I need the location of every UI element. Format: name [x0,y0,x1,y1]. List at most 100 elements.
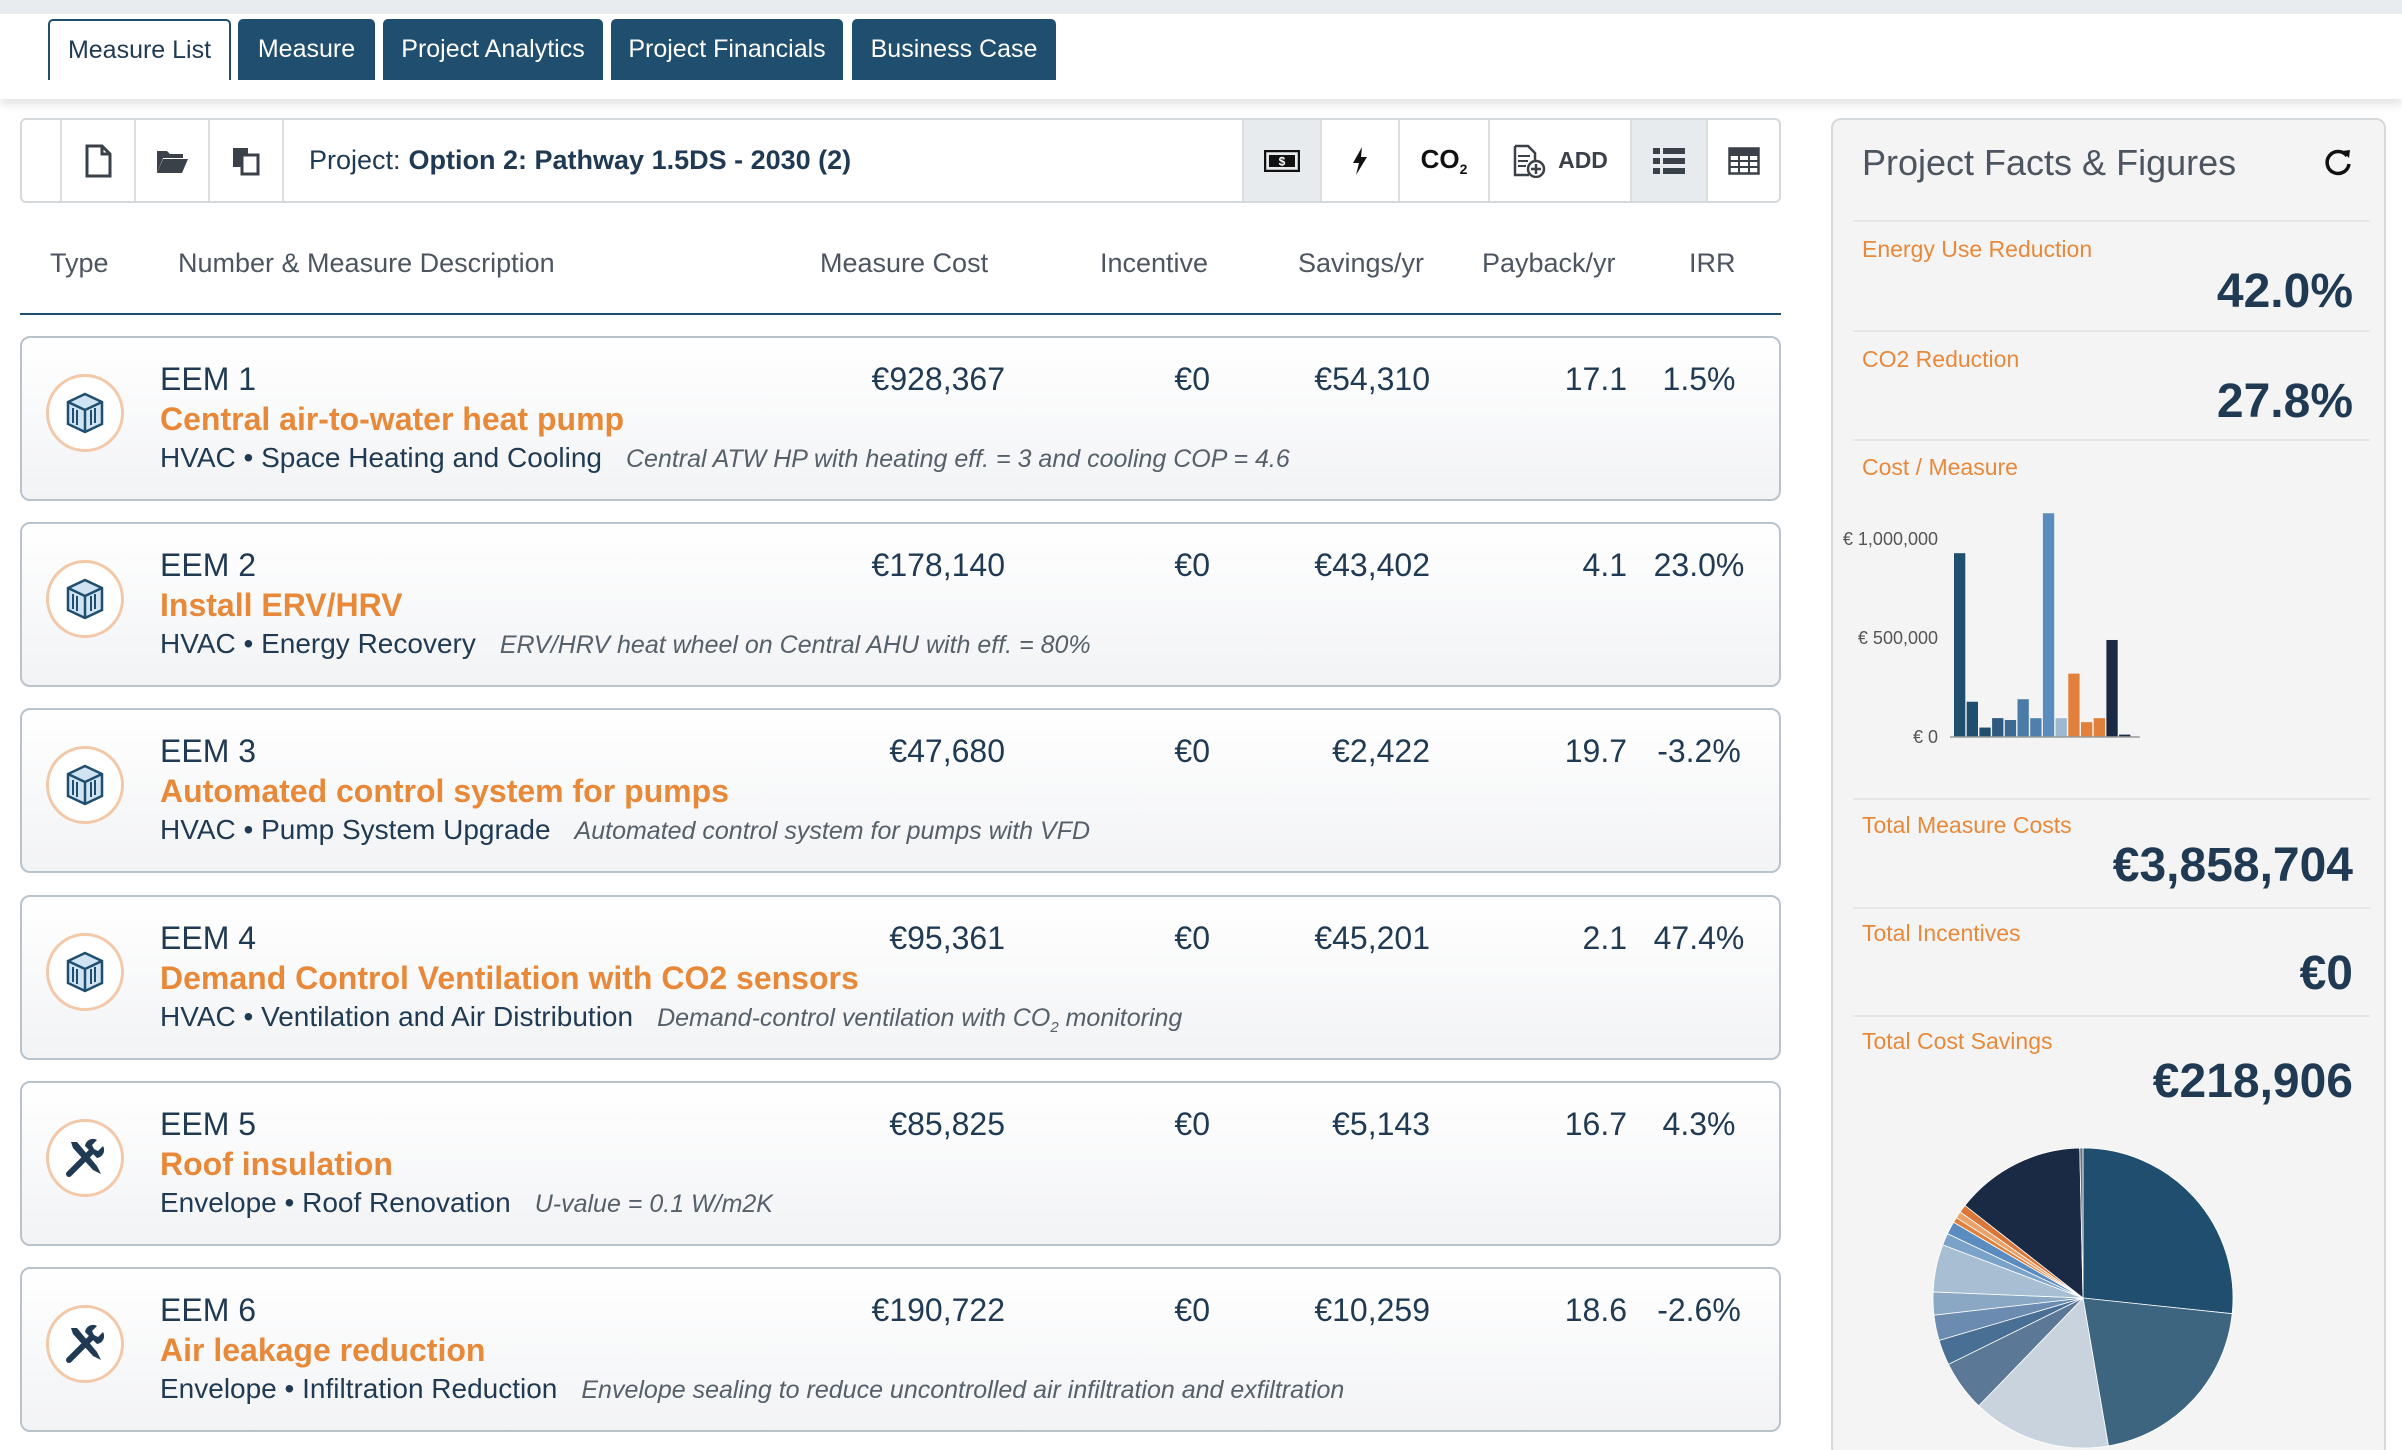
tab-measure[interactable]: Measure [238,19,375,80]
measure-type-badge [46,746,124,824]
cost-share-pie-chart [1932,1147,2234,1449]
lightning-icon [1353,146,1367,175]
copy-icon [233,147,260,175]
copy-button[interactable] [210,120,284,201]
measure-incentive: €0 [1174,1106,1210,1142]
tab-business-case[interactable]: Business Case [852,19,1056,80]
open-folder-button[interactable] [136,120,210,201]
measure-title[interactable]: Central air-to-water heat pump [160,401,625,437]
measure-card-3[interactable]: EEM 3 Automated control system for pumps… [20,708,1781,873]
tools-icon [66,1324,105,1363]
measure-category: HVAC • Space Heating and Cooling Central … [160,442,1290,474]
measure-card-5[interactable]: EEM 5 Roof insulation Envelope • Roof Re… [20,1081,1781,1246]
measure-note: ERV/HRV heat wheel on Central AHU with e… [499,631,1091,659]
total-measure-costs-label: Total Measure Costs [1862,812,2072,838]
pie-slice-15 [2079,1147,2084,1299]
new-file-icon [85,144,112,177]
money-icon: $ [1264,149,1300,172]
bar-8 [2042,513,2055,737]
co2-reduction-value: 27.8% [2216,375,2353,428]
measure-title[interactable]: Roof insulation [160,1146,393,1182]
measure-category-label: Envelope • Infiltration Reduction [160,1373,558,1404]
bar-1 [1954,553,1966,737]
measure-number: EEM 4 [160,920,257,956]
measure-savings: €45,201 [1314,920,1430,956]
co2-view-button[interactable]: CO2 [1398,120,1488,201]
bar-3 [1979,727,1991,737]
measure-card-6[interactable]: EEM 6 Air leakage reduction Envelope • I… [20,1267,1781,1432]
measure-number: EEM 1 [160,361,257,397]
measure-irr: 47.4% [1653,920,1745,956]
measure-title[interactable]: Air leakage reduction [160,1332,486,1368]
measure-title[interactable]: Install ERV/HRV [160,587,403,623]
top-nav: Measure List Measure Project Analytics P… [0,0,2402,99]
pie-slice-14 [1964,1147,2084,1299]
header-incentive: Incentive [1100,248,1209,278]
bar-7 [2030,718,2042,737]
list-view-icon [1653,147,1685,174]
hvac-unit-icon [66,764,104,806]
divider [1853,439,2370,441]
tab-measure-list[interactable]: Measure List [48,19,231,80]
bar-4 [1992,718,2004,737]
measure-cost: €47,680 [889,733,1005,769]
measure-category: HVAC • Ventilation and Air Distribution D… [160,1001,1182,1036]
measure-type-badge [46,560,124,638]
tab-project-analytics[interactable]: Project Analytics [383,19,603,80]
pie-slice-2 [2082,1297,2233,1447]
measure-cost: €85,825 [889,1106,1005,1142]
y-tick-label: € 0 [1913,727,1938,747]
header-divider [20,313,1781,315]
add-measure-button[interactable]: ADD [1488,120,1630,201]
measure-incentive: €0 [1174,920,1210,956]
money-view-button[interactable]: $ [1242,120,1320,201]
measure-incentive: €0 [1174,1292,1210,1328]
measure-number: EEM 6 [160,1292,257,1328]
measure-irr: -2.6% [1657,1292,1741,1328]
measure-payback: 17.1 [1564,361,1627,397]
measure-category-label: Envelope • Roof Renovation [160,1187,511,1218]
header-type: Type [50,248,109,278]
refresh-icon[interactable] [2323,147,2353,177]
y-tick-label: € 500,000 [1858,628,1938,648]
tab-project-financials[interactable]: Project Financials [611,19,843,80]
table-view-button[interactable] [1706,120,1779,201]
measure-category: HVAC • Pump System Upgrade Automated cont… [160,814,1090,846]
total-cost-savings-value: €218,906 [2152,1055,2353,1108]
measure-type-badge [46,933,124,1011]
pie-slice-3 [1978,1297,2109,1449]
measure-category: Envelope • Roof Renovation U-value = 0.1 … [160,1187,773,1219]
open-folder-icon [157,150,188,173]
measure-payback: 2.1 [1582,920,1627,956]
measure-irr: 23.0% [1653,547,1745,583]
measure-card-4[interactable]: EEM 4 Demand Control Ventilation with CO… [20,895,1781,1060]
measure-card-1[interactable]: EEM 1 Central air-to-water heat pump HVA… [20,336,1781,501]
measure-savings: €2,422 [1332,733,1430,769]
table-view-icon [1727,146,1760,175]
project-name: Option 2: Pathway 1.5DS - 2030 (2) [408,145,852,175]
measure-savings: €43,402 [1314,547,1430,583]
total-incentives-label: Total Incentives [1862,920,2021,946]
bar-9 [2055,718,2067,737]
new-file-button[interactable] [62,120,136,201]
tools-icon [66,1138,105,1177]
measure-number: EEM 5 [160,1106,257,1142]
co2-icon: CO2 [1420,143,1468,178]
measure-title[interactable]: Demand Control Ventilation with CO2 sens… [160,960,859,996]
project-toolbar: Project: Option 2: Pathway 1.5DS - 2030 … [20,118,1781,203]
energy-reduction-value: 42.0% [2216,265,2353,318]
toolbar-divider [60,120,62,201]
bar-6 [2017,699,2029,737]
svg-text:$: $ [1279,154,1286,168]
measure-card-2[interactable]: EEM 2 Install ERV/HRV HVAC • Energy Reco… [20,522,1781,687]
list-view-button[interactable] [1630,120,1706,201]
measure-note-sub: 2 [1050,1019,1059,1036]
bar-11 [2081,722,2093,737]
measure-irr: -3.2% [1657,733,1741,769]
measure-savings: €10,259 [1314,1292,1430,1328]
measure-note: U-value = 0.1 W/m2K [534,1190,773,1218]
measure-payback: 16.7 [1564,1106,1627,1142]
energy-view-button[interactable] [1320,120,1398,201]
measure-title[interactable]: Automated control system for pumps [160,773,729,809]
header-irr: IRR [1689,248,1736,278]
